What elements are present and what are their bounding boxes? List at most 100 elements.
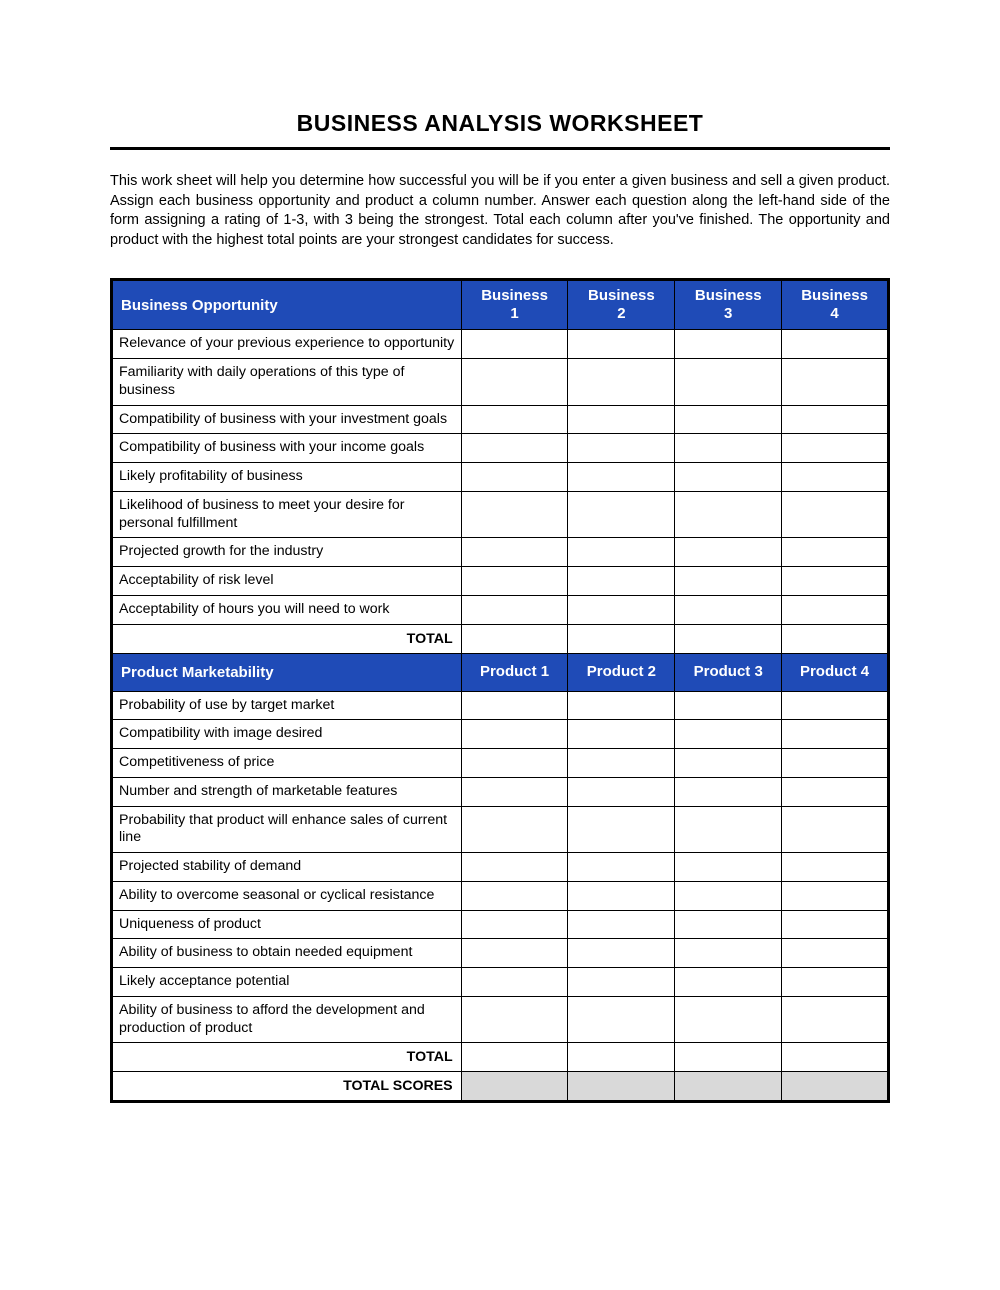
rating-cell[interactable] [675, 330, 782, 359]
rating-cell[interactable] [782, 968, 889, 997]
rating-cell[interactable] [568, 405, 675, 434]
rating-cell[interactable] [782, 996, 889, 1043]
rating-cell[interactable] [675, 777, 782, 806]
rating-cell[interactable] [675, 434, 782, 463]
rating-cell[interactable] [782, 806, 889, 853]
rating-cell[interactable] [568, 996, 675, 1043]
rating-cell[interactable] [568, 853, 675, 882]
rating-cell[interactable] [461, 538, 568, 567]
rating-cell[interactable] [782, 910, 889, 939]
rating-cell[interactable] [675, 691, 782, 720]
rating-cell[interactable] [782, 749, 889, 778]
criteria-cell: Acceptability of hours you will need to … [112, 595, 462, 624]
total-cell [782, 1043, 889, 1072]
rating-cell[interactable] [568, 881, 675, 910]
rating-cell[interactable] [675, 853, 782, 882]
table-row: Compatibility of business with your inco… [112, 434, 889, 463]
rating-cell[interactable] [461, 691, 568, 720]
rating-cell[interactable] [461, 910, 568, 939]
rating-cell[interactable] [675, 463, 782, 492]
rating-cell[interactable] [675, 910, 782, 939]
rating-cell[interactable] [568, 777, 675, 806]
rating-cell[interactable] [568, 567, 675, 596]
rating-cell[interactable] [675, 359, 782, 406]
table-row: Projected stability of demand [112, 853, 889, 882]
total-label: TOTAL [112, 624, 462, 653]
rating-cell[interactable] [461, 330, 568, 359]
rating-cell[interactable] [782, 720, 889, 749]
rating-cell[interactable] [568, 910, 675, 939]
total-cell [568, 1072, 675, 1102]
rating-cell[interactable] [782, 881, 889, 910]
rating-cell[interactable] [675, 881, 782, 910]
rating-cell[interactable] [782, 595, 889, 624]
rating-cell[interactable] [461, 434, 568, 463]
rating-cell[interactable] [568, 968, 675, 997]
rating-cell[interactable] [461, 463, 568, 492]
rating-cell[interactable] [461, 853, 568, 882]
criteria-cell: Compatibility of business with your inve… [112, 405, 462, 434]
table-row: Number and strength of marketable featur… [112, 777, 889, 806]
criteria-cell: Likely profitability of business [112, 463, 462, 492]
column-header: Business3 [675, 280, 782, 330]
rating-cell[interactable] [675, 720, 782, 749]
criteria-cell: Projected stability of demand [112, 853, 462, 882]
rating-cell[interactable] [568, 330, 675, 359]
rating-cell[interactable] [461, 806, 568, 853]
rating-cell[interactable] [461, 777, 568, 806]
rating-cell[interactable] [461, 720, 568, 749]
rating-cell[interactable] [461, 939, 568, 968]
rating-cell[interactable] [461, 968, 568, 997]
total-cell [461, 1043, 568, 1072]
rating-cell[interactable] [675, 749, 782, 778]
criteria-cell: Compatibility of business with your inco… [112, 434, 462, 463]
rating-cell[interactable] [461, 881, 568, 910]
rating-cell[interactable] [461, 359, 568, 406]
total-cell [568, 624, 675, 653]
rating-cell[interactable] [782, 691, 889, 720]
criteria-cell: Probability that product will enhance sa… [112, 806, 462, 853]
rating-cell[interactable] [568, 434, 675, 463]
rating-cell[interactable] [782, 330, 889, 359]
rating-cell[interactable] [461, 996, 568, 1043]
criteria-cell: Acceptability of risk level [112, 567, 462, 596]
rating-cell[interactable] [782, 853, 889, 882]
rating-cell[interactable] [461, 595, 568, 624]
rating-cell[interactable] [782, 359, 889, 406]
column-header: Business4 [782, 280, 889, 330]
rating-cell[interactable] [675, 538, 782, 567]
rating-cell[interactable] [568, 595, 675, 624]
rating-cell[interactable] [461, 749, 568, 778]
rating-cell[interactable] [568, 538, 675, 567]
rating-cell[interactable] [782, 538, 889, 567]
rating-cell[interactable] [461, 491, 568, 538]
rating-cell[interactable] [461, 567, 568, 596]
total-cell [675, 1043, 782, 1072]
rating-cell[interactable] [675, 939, 782, 968]
rating-cell[interactable] [782, 491, 889, 538]
rating-cell[interactable] [675, 405, 782, 434]
rating-cell[interactable] [675, 491, 782, 538]
rating-cell[interactable] [568, 491, 675, 538]
criteria-cell: Ability of business to afford the develo… [112, 996, 462, 1043]
rating-cell[interactable] [568, 806, 675, 853]
rating-cell[interactable] [782, 939, 889, 968]
rating-cell[interactable] [675, 968, 782, 997]
table-row: Compatibility with image desired [112, 720, 889, 749]
rating-cell[interactable] [675, 996, 782, 1043]
rating-cell[interactable] [782, 777, 889, 806]
rating-cell[interactable] [568, 720, 675, 749]
rating-cell[interactable] [675, 806, 782, 853]
rating-cell[interactable] [675, 595, 782, 624]
rating-cell[interactable] [782, 405, 889, 434]
rating-cell[interactable] [461, 405, 568, 434]
rating-cell[interactable] [782, 567, 889, 596]
rating-cell[interactable] [568, 939, 675, 968]
rating-cell[interactable] [568, 691, 675, 720]
rating-cell[interactable] [568, 463, 675, 492]
rating-cell[interactable] [675, 567, 782, 596]
rating-cell[interactable] [568, 359, 675, 406]
rating-cell[interactable] [782, 463, 889, 492]
rating-cell[interactable] [568, 749, 675, 778]
rating-cell[interactable] [782, 434, 889, 463]
